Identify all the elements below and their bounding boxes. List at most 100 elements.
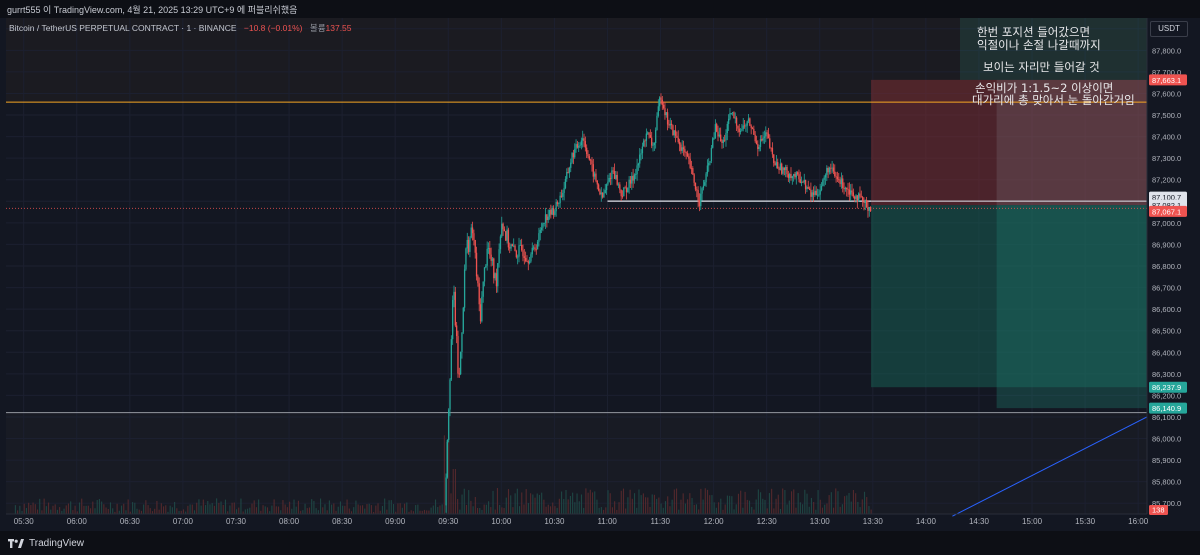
volume-bar xyxy=(744,491,746,514)
volume-bar xyxy=(618,502,620,514)
candle-body xyxy=(586,147,588,155)
volume-bar xyxy=(835,488,837,514)
volume-bar xyxy=(638,489,640,514)
volume-bar xyxy=(123,503,125,514)
candle-body xyxy=(806,187,808,190)
candle-body xyxy=(639,154,641,164)
candle-body xyxy=(505,231,507,241)
publisher-bar: gurrt555 이 TradingView.com, 4월 21, 2025 … xyxy=(0,0,1200,18)
volume-bar xyxy=(105,507,107,514)
candle-body xyxy=(865,199,868,208)
candle-body xyxy=(723,139,726,141)
volume-bar xyxy=(244,509,246,514)
volume-bar xyxy=(36,509,39,514)
price-axis[interactable] xyxy=(1147,18,1200,531)
short-position-target-zone[interactable] xyxy=(871,205,1147,388)
volume-bar xyxy=(622,488,625,514)
candle-body xyxy=(856,195,858,202)
candle-body xyxy=(624,187,626,189)
volume-bar xyxy=(631,498,633,514)
volume-bar xyxy=(432,505,434,514)
volume-bar xyxy=(633,493,636,514)
volume-bar xyxy=(322,507,324,514)
volume-bar xyxy=(41,510,43,514)
volume-bar xyxy=(145,500,147,514)
candle-body xyxy=(653,143,655,146)
volume-bar xyxy=(103,504,105,514)
candle-body xyxy=(548,209,551,217)
x-tick-label: 09:30 xyxy=(438,517,459,526)
price-chart[interactable]: 85,700.0 85,800.0 85,900.0 86,000.0 86,100.0… xyxy=(0,18,1200,531)
candle-body xyxy=(575,144,577,150)
volume-bar xyxy=(485,504,487,514)
y-tick-label: 86,500.0 xyxy=(1152,327,1181,336)
volume-bar xyxy=(373,511,375,514)
candle-body xyxy=(710,147,713,162)
volume-bar xyxy=(755,499,757,514)
candle-body xyxy=(674,130,677,136)
volume-bar xyxy=(833,507,835,514)
volume-bar xyxy=(474,497,476,514)
volume-bar xyxy=(764,499,766,514)
candle-body xyxy=(815,190,817,196)
volume-bar xyxy=(242,511,244,514)
short-position-stop-zone[interactable] xyxy=(871,79,1147,206)
volume-bar xyxy=(660,503,662,514)
volume-bar xyxy=(439,505,441,514)
volume-bar xyxy=(224,499,227,514)
volume-bar xyxy=(240,498,242,514)
volume-bar xyxy=(565,489,567,514)
volume-bar xyxy=(863,491,866,514)
volume-bar xyxy=(70,501,72,514)
note-line-1: 한번 포지션 들어갔으면 xyxy=(977,25,1091,39)
candle-body xyxy=(654,129,657,144)
trend-line[interactable] xyxy=(952,416,1148,517)
candle-body xyxy=(670,123,673,126)
volume-bar xyxy=(790,491,793,514)
currency-button[interactable]: USDT xyxy=(1150,21,1188,37)
volume-bar xyxy=(319,498,322,514)
candle-body xyxy=(613,171,616,179)
y-tick-label: 86,900.0 xyxy=(1152,240,1181,249)
symbol-legend[interactable]: Bitcoin / TetherUS PERPETUAL CONTRACT · … xyxy=(9,22,352,34)
candle-body xyxy=(794,174,796,178)
candle-body xyxy=(767,133,770,139)
candle-body xyxy=(593,173,596,177)
candle-body xyxy=(861,197,864,201)
volume-bar xyxy=(718,502,720,514)
volume-bar xyxy=(448,436,450,514)
volume-bar xyxy=(545,506,547,514)
candle-body xyxy=(822,179,824,186)
footer-brand: TradingView xyxy=(29,538,85,549)
note-line-2: 익절이나 손절 나갈때까지 xyxy=(977,38,1101,52)
candle-body xyxy=(627,187,629,193)
volume-bar xyxy=(76,511,78,514)
volume-bar xyxy=(32,502,34,514)
volume-bar xyxy=(850,501,852,514)
volume-bar xyxy=(687,499,689,514)
candle-body xyxy=(733,112,735,119)
tradingview-logo[interactable]: TradingView xyxy=(8,538,84,549)
volume-bar xyxy=(189,504,191,514)
y-tick-label: 86,300.0 xyxy=(1152,370,1181,379)
volume-bar xyxy=(709,495,711,514)
candle-body xyxy=(731,112,734,114)
candle-body xyxy=(463,269,466,308)
volume-bar xyxy=(731,496,733,514)
volume-bar xyxy=(185,511,187,514)
volume-bar xyxy=(773,508,775,514)
x-tick-label: 10:00 xyxy=(491,517,512,526)
y-tick-label: 86,800.0 xyxy=(1152,262,1181,271)
volume-bar xyxy=(819,499,821,514)
candle-body xyxy=(651,137,653,146)
volume-bar xyxy=(461,494,463,514)
candle-body xyxy=(738,128,740,133)
volume-bar xyxy=(512,507,514,514)
candle-body xyxy=(781,163,783,174)
candle-body xyxy=(489,247,491,255)
volume-bar xyxy=(147,505,149,514)
short-position-2-target-zone[interactable] xyxy=(996,205,1147,409)
y-tick-label: 87,500.0 xyxy=(1152,111,1181,120)
volume-bar xyxy=(101,501,103,514)
short-position-2-stop-zone[interactable] xyxy=(996,79,1147,206)
